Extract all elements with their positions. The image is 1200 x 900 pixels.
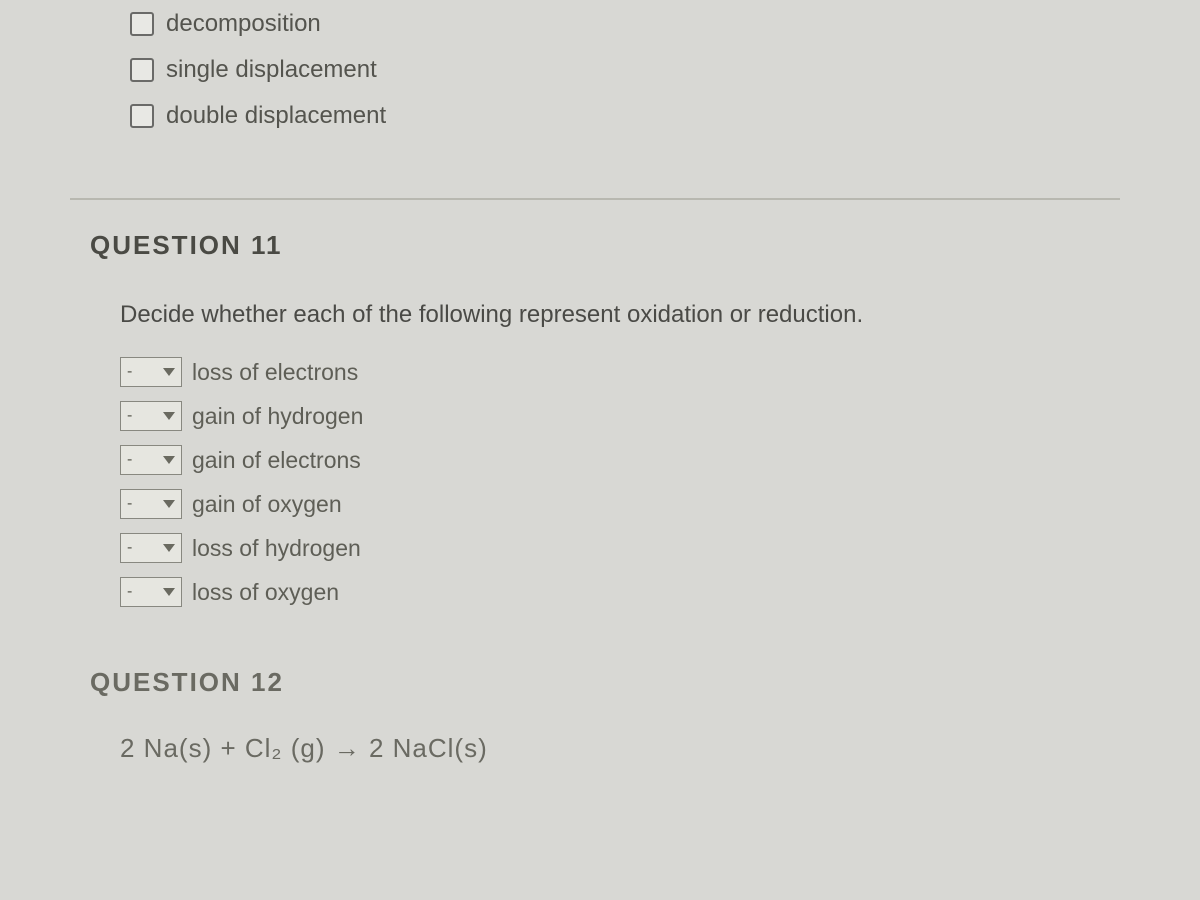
dropdown-loss-of-oxygen[interactable]: - [120, 577, 182, 607]
matching-row: - loss of electrons [120, 357, 1120, 387]
chevron-down-icon [163, 368, 175, 376]
question11-heading: QUESTION 11 [90, 230, 1120, 261]
matching-label: gain of hydrogen [192, 403, 363, 430]
chevron-down-icon [163, 500, 175, 508]
matching-label: loss of hydrogen [192, 535, 361, 562]
matching-label: gain of electrons [192, 447, 361, 474]
dropdown-value: - [127, 363, 132, 381]
question-divider [70, 198, 1120, 200]
checkbox-option-row: decomposition [130, 10, 1120, 38]
matching-row: - loss of oxygen [120, 577, 1120, 607]
chemical-equation: 2 Na(s) + Cl₂ (g) → 2 NaCl(s) [120, 733, 1120, 764]
dropdown-value: - [127, 407, 132, 425]
question11-block: QUESTION 11 Decide whether each of the f… [130, 230, 1120, 607]
dropdown-gain-of-oxygen[interactable]: - [120, 489, 182, 519]
matching-row: - gain of electrons [120, 445, 1120, 475]
matching-label: loss of oxygen [192, 579, 339, 606]
dropdown-gain-of-hydrogen[interactable]: - [120, 401, 182, 431]
quiz-page: decomposition single displacement double… [0, 0, 1200, 764]
dropdown-gain-of-electrons[interactable]: - [120, 445, 182, 475]
checkbox-double-displacement[interactable] [130, 104, 154, 128]
dropdown-value: - [127, 451, 132, 469]
checkbox-label: double displacement [166, 102, 386, 130]
question12-block: QUESTION 12 2 Na(s) + Cl₂ (g) → 2 NaCl(s… [90, 667, 1120, 764]
matching-row: - gain of oxygen [120, 489, 1120, 519]
question10-options-partial: decomposition single displacement double… [130, 0, 1120, 178]
matching-row: - gain of hydrogen [120, 401, 1120, 431]
checkbox-label: single displacement [166, 56, 377, 84]
chevron-down-icon [163, 588, 175, 596]
checkbox-option-row: double displacement [130, 102, 1120, 130]
matching-list: - loss of electrons - gain of hydrogen -… [120, 357, 1120, 607]
chevron-down-icon [163, 544, 175, 552]
question11-prompt: Decide whether each of the following rep… [120, 301, 1120, 329]
dropdown-value: - [127, 539, 132, 557]
checkbox-single-displacement[interactable] [130, 58, 154, 82]
checkbox-label: decomposition [166, 10, 321, 38]
chevron-down-icon [163, 412, 175, 420]
dropdown-value: - [127, 495, 132, 513]
dropdown-loss-of-hydrogen[interactable]: - [120, 533, 182, 563]
dropdown-value: - [127, 583, 132, 601]
checkbox-option-row: single displacement [130, 56, 1120, 84]
matching-label: gain of oxygen [192, 491, 342, 518]
matching-label: loss of electrons [192, 359, 358, 386]
checkbox-decomposition[interactable] [130, 12, 154, 36]
matching-row: - loss of hydrogen [120, 533, 1120, 563]
question12-heading: QUESTION 12 [90, 667, 1120, 698]
chevron-down-icon [163, 456, 175, 464]
dropdown-loss-of-electrons[interactable]: - [120, 357, 182, 387]
